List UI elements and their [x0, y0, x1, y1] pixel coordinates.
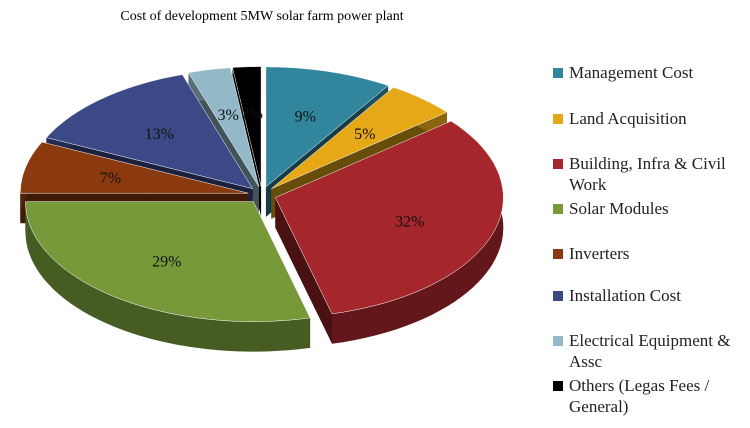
legend-swatch: [553, 381, 563, 391]
data-label: 3%: [217, 107, 238, 124]
data-label: 5%: [354, 126, 375, 143]
data-label: 2%: [242, 105, 263, 122]
legend-item: Land Acquisition: [553, 108, 748, 129]
legend-item: Building, Infra & Civil Work: [553, 153, 748, 195]
slice: [232, 66, 262, 187]
legend-item: Others (Legas Fees / General): [553, 375, 748, 417]
chart-title: Cost of development 5MW solar farm power…: [120, 9, 403, 24]
data-label: 32%: [395, 214, 424, 231]
legend-label: Land Acquisition: [569, 109, 687, 128]
data-label: 13%: [145, 126, 174, 143]
legend-swatch: [553, 336, 563, 346]
slice-wall: [332, 121, 504, 344]
legend-swatch: [553, 68, 563, 78]
data-label: 9%: [295, 108, 316, 125]
legend-swatch: [553, 204, 563, 214]
slice: [265, 66, 389, 188]
legend-item: Electrical Equipment & Assc: [553, 330, 748, 372]
legend-label: Building, Infra & Civil Work: [569, 154, 726, 194]
legend-item: Installation Cost: [553, 285, 748, 306]
data-label: 7%: [100, 170, 121, 187]
slice: [25, 201, 311, 322]
legend-label: Management Cost: [569, 63, 694, 82]
data-label: 29%: [152, 253, 181, 270]
legend-swatch: [553, 159, 563, 169]
slice: [20, 141, 249, 194]
slice: [274, 120, 504, 315]
slice: [45, 74, 254, 190]
legend-item: Inverters: [553, 243, 748, 264]
legend-swatch: [553, 291, 563, 301]
slice-wall: [25, 201, 311, 352]
legend-label: Inverters: [569, 244, 630, 263]
slice-side: [275, 197, 332, 344]
legend-swatch: [553, 249, 563, 259]
legend-label: Others (Legas Fees / General): [569, 376, 710, 416]
legend-label: Installation Cost: [569, 286, 681, 305]
legend-item: Solar Modules: [553, 198, 748, 219]
slice: [271, 87, 448, 189]
legend-swatch: [553, 114, 563, 124]
slice: [188, 67, 260, 187]
legend-item: Management Cost: [553, 62, 748, 83]
legend: Management Cost Land Acquisition Building,…: [553, 62, 748, 417]
pie-area: Cost of development 5MW solar farm power…: [20, 9, 504, 352]
legend-label: Electrical Equipment & Assc: [569, 331, 731, 371]
legend-label: Solar Modules: [569, 199, 669, 218]
